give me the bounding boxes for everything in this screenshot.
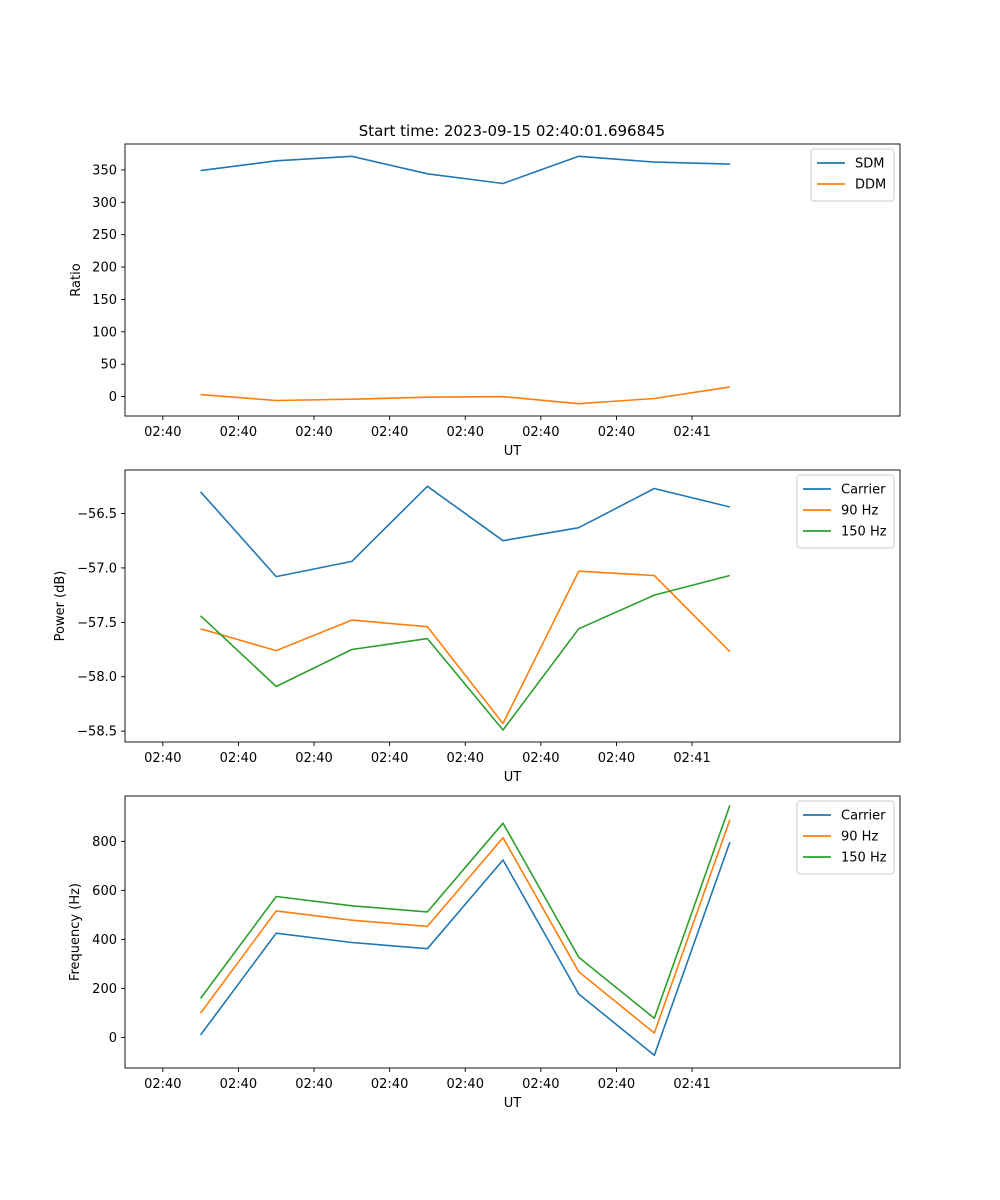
power-y-tick-label: −57.5 [77,616,117,631]
ratio-y-tick-label: 100 [92,325,117,340]
frequency-x-tick-label: 02:40 [295,1077,332,1092]
figure-title: Start time: 2023-09-15 02:40:01.696845 [359,122,665,140]
power-x-axis-label: UT [504,770,522,785]
ratio-axes-frame [124,143,901,417]
frequency-legend-box [796,800,895,875]
frequency-legend-label: 90 Hz [841,830,878,845]
ratio-panel: 02:40 02:40 02:40 02:40 02:40 02:40 02:40 02:41… [69,143,901,459]
ratio-legend-label: DDM [855,178,886,193]
ratio-legend: SDM DDM [810,148,895,202]
frequency-legend-label: 150 Hz [841,851,887,866]
power-y-tick-label: −57.0 [77,561,117,576]
ratio-series-ddm-line [200,386,731,405]
frequency-x-tick-label: 02:40 [371,1077,408,1092]
power-y-tick-label: −58.0 [77,670,117,685]
ratio-x-tick-label: 02:40 [220,425,257,440]
frequency-y-tick-label: 0 [109,1031,117,1046]
power-x-tick-label: 02:40 [220,751,257,766]
frequency-x-tick-label: 02:40 [220,1077,257,1092]
frequency-y-axis-label: Frequency (Hz) [68,883,83,981]
ratio-x-axis-label: UT [504,444,522,459]
frequency-y-tick-label: 200 [92,982,117,997]
ratio-x-tick-label: 02:40 [295,425,332,440]
ratio-x-tick-label: 02:41 [673,425,710,440]
power-legend-label: Carrier [841,483,886,498]
ratio-legend-label: SDM [855,157,884,172]
frequency-x-tick-label: 02:40 [447,1077,484,1092]
frequency-y-tick-label: 400 [92,933,117,948]
power-legend-label: 150 Hz [841,525,887,540]
ratio-series-sdm-line [200,155,730,185]
power-y-tick-label: −58.5 [77,725,117,740]
power-x-tick-label: 02:40 [447,751,484,766]
frequency-x-tick-label: 02:40 [522,1077,559,1092]
ratio-y-tick-label: 200 [92,261,117,276]
power-legend: Carrier 90 Hz 150 Hz [796,474,895,549]
ratio-y-axis-label: Ratio [69,263,84,296]
power-x-tick-label: 02:41 [673,751,710,766]
ratio-x-tick-label: 02:40 [522,425,559,440]
power-series-90-hz-line [200,570,731,725]
ratio-x-tick-label: 02:40 [371,425,408,440]
power-panel: 02:40 02:40 02:40 02:40 02:40 02:40 02:40 02:41… [53,469,901,785]
ratio-x-tick-label: 02:40 [598,425,635,440]
ratio-x-tick-label: 02:40 [144,425,181,440]
frequency-axes-frame [124,795,901,1069]
frequency-series-90-hz-line [199,819,731,1034]
power-x-tick-label: 02:40 [598,751,635,766]
ratio-y-tick-label: 250 [92,228,117,243]
frequency-x-tick-label: 02:41 [673,1077,710,1092]
power-x-tick-label: 02:40 [295,751,332,766]
frequency-x-tick-label: 02:40 [598,1077,635,1092]
frequency-y-tick-label: 600 [92,884,117,899]
power-legend-label: 90 Hz [841,504,878,519]
power-axes-frame [124,469,901,743]
ratio-legend-box [810,148,895,202]
power-x-tick-label: 02:40 [371,751,408,766]
power-series-carrier-line [200,485,731,578]
frequency-legend: Carrier 90 Hz 150 Hz [796,800,895,875]
frequency-y-tick-label: 800 [92,835,117,850]
power-y-tick-label: −56.5 [77,507,117,522]
frequency-series-150-hz-line [199,805,731,1020]
ratio-y-tick-label: 350 [92,163,117,178]
ratio-y-tick-label: 50 [100,358,117,373]
power-x-tick-label: 02:40 [144,751,181,766]
ratio-y-tick-label: 150 [92,293,117,308]
ratio-y-tick-label: 300 [92,196,117,211]
power-y-axis-label: Power (dB) [53,571,68,642]
power-x-tick-label: 02:40 [522,751,559,766]
frequency-panel: 02:40 02:40 02:40 02:40 02:40 02:40 02:40 02:41… [68,795,901,1111]
power-legend-box [796,474,895,549]
frequency-x-tick-label: 02:40 [144,1077,181,1092]
power-series-150-hz-line [200,574,731,731]
frequency-legend-label: Carrier [841,809,886,824]
frequency-x-axis-label: UT [504,1096,522,1111]
ratio-y-tick-label: 0 [109,390,117,405]
frequency-series-carrier-line [199,841,731,1057]
ratio-x-tick-label: 02:40 [447,425,484,440]
